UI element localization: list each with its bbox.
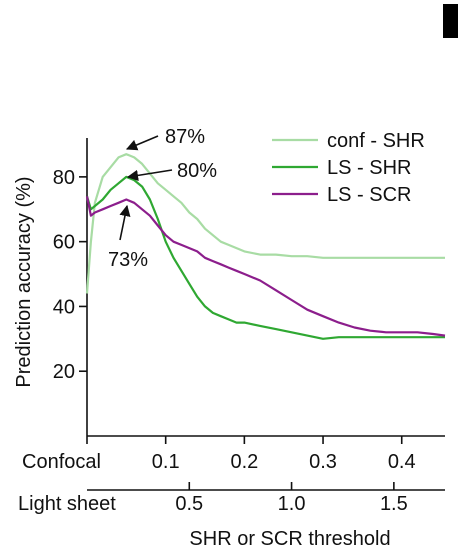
panel-letter-mark	[443, 4, 458, 38]
annotation-87: 87%	[165, 126, 205, 148]
y-tick-label: 80	[53, 167, 75, 189]
series-line-ls-shr	[85, 175, 445, 340]
x-tick-lightsheet-label: 1.5	[380, 493, 408, 515]
annotation-87-arrow	[125, 135, 159, 151]
x-tick-confocal-label: 0.3	[309, 451, 337, 473]
legend: conf - SHR LS - SHR LS - SCR	[272, 130, 425, 206]
series-line-conf-shr	[85, 153, 445, 294]
x-tick-lightsheet-label: 0.5	[175, 493, 203, 515]
y-tick-label: 20	[53, 361, 75, 383]
x-axis-title: SHR or SCR threshold	[189, 528, 390, 550]
x-tick-confocal-label: 0.1	[152, 451, 180, 473]
x-tick-confocal-label: 0.2	[230, 451, 258, 473]
series-line-ls-scr	[85, 196, 446, 337]
y-tick-label: 40	[53, 296, 75, 318]
legend-label: conf - SHR	[327, 130, 425, 152]
x-tick-lightsheet-label: 1.0	[278, 493, 306, 515]
annotation-73-arrow	[119, 204, 131, 241]
legend-label: LS - SHR	[327, 157, 411, 179]
annotation-80-arrow	[126, 169, 173, 181]
x-axis-lightsheet-label: Light sheet	[18, 493, 116, 515]
annotation-73: 73%	[108, 249, 148, 271]
annotation-80: 80%	[177, 160, 217, 182]
x-axis-confocal-label: Confocal	[22, 451, 101, 473]
x-tick-confocal-label: 0.4	[388, 451, 416, 473]
y-tick-label: 60	[53, 232, 75, 254]
y-axis-label: Prediction accuracy (%)	[13, 176, 35, 387]
legend-label: LS - SCR	[327, 184, 411, 206]
